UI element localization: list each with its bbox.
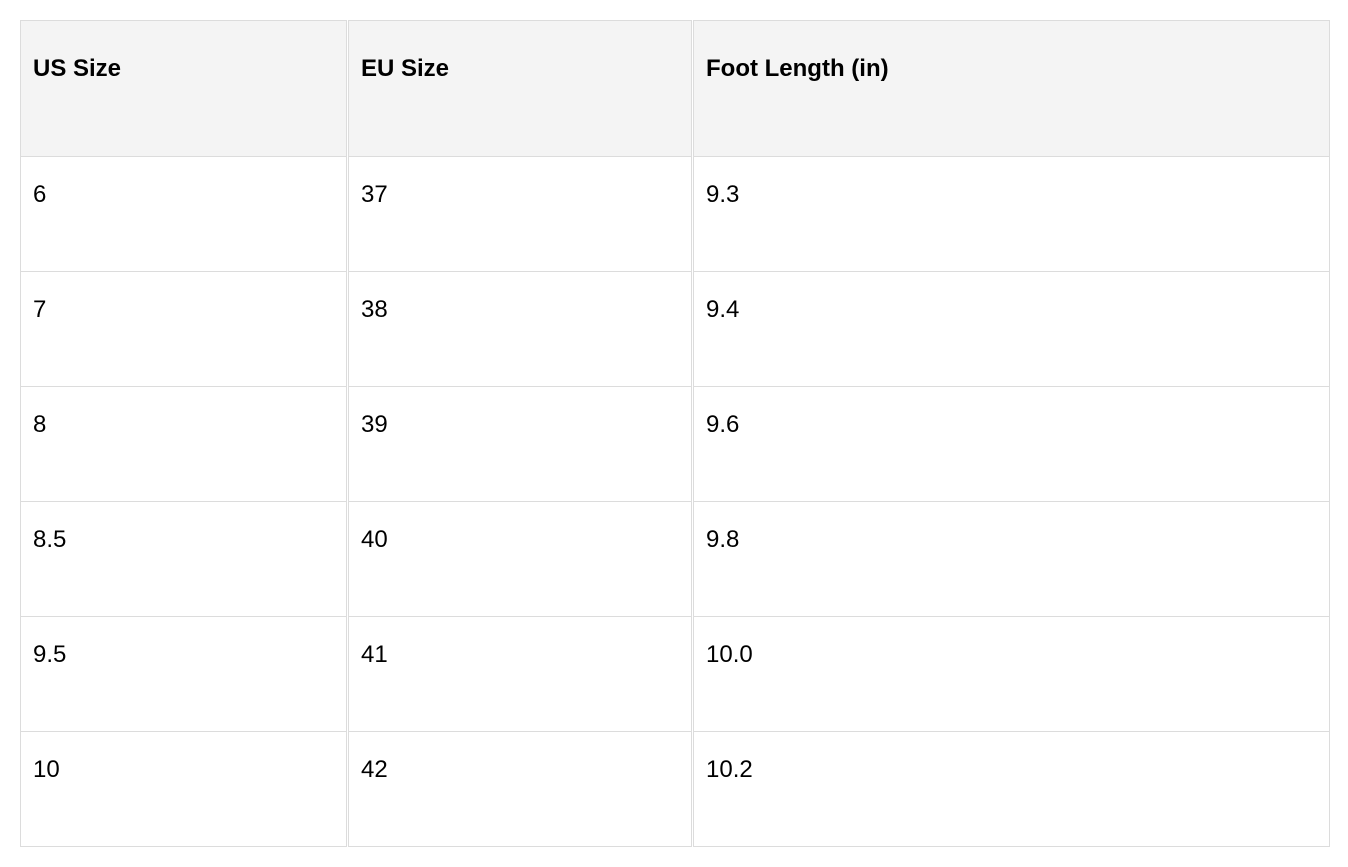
us-size-cell: 6 xyxy=(20,157,347,272)
table-row: 8 39 9.6 xyxy=(20,387,1330,502)
eu-size-cell: 38 xyxy=(348,272,692,387)
us-size-cell: 8.5 xyxy=(20,502,347,617)
header-row: US Size EU Size Foot Length (in) xyxy=(20,20,1330,157)
foot-length-cell: 10.2 xyxy=(693,732,1330,847)
us-size-cell: 9.5 xyxy=(20,617,347,732)
foot-length-cell: 9.6 xyxy=(693,387,1330,502)
foot-length-cell: 9.4 xyxy=(693,272,1330,387)
foot-length-cell: 10.0 xyxy=(693,617,1330,732)
header-eu-size: EU Size xyxy=(348,20,692,157)
size-chart-table: US Size EU Size Foot Length (in) 6 37 9.3 7… xyxy=(19,20,1331,847)
table-row: 9.5 41 10.0 xyxy=(20,617,1330,732)
header-us-size: US Size xyxy=(20,20,347,157)
eu-size-cell: 41 xyxy=(348,617,692,732)
eu-size-cell: 40 xyxy=(348,502,692,617)
table-row: 10 42 10.2 xyxy=(20,732,1330,847)
us-size-cell: 7 xyxy=(20,272,347,387)
eu-size-cell: 37 xyxy=(348,157,692,272)
eu-size-cell: 39 xyxy=(348,387,692,502)
us-size-cell: 10 xyxy=(20,732,347,847)
eu-size-cell: 42 xyxy=(348,732,692,847)
us-size-cell: 8 xyxy=(20,387,347,502)
table-row: 6 37 9.3 xyxy=(20,157,1330,272)
table-row: 8.5 40 9.8 xyxy=(20,502,1330,617)
foot-length-cell: 9.8 xyxy=(693,502,1330,617)
table-row: 7 38 9.4 xyxy=(20,272,1330,387)
foot-length-cell: 9.3 xyxy=(693,157,1330,272)
header-foot-length: Foot Length (in) xyxy=(693,20,1330,157)
